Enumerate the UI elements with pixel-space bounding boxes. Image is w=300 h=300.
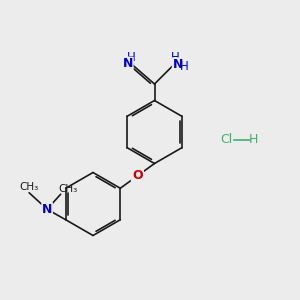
- Text: H: H: [180, 60, 189, 73]
- Text: CH₃: CH₃: [58, 184, 78, 194]
- Text: H: H: [127, 51, 136, 64]
- Text: CH₃: CH₃: [19, 182, 38, 192]
- Text: H: H: [170, 51, 179, 64]
- Text: Cl: Cl: [220, 133, 232, 146]
- Text: H: H: [249, 133, 258, 146]
- Text: N: N: [42, 203, 52, 216]
- Text: N: N: [172, 58, 183, 71]
- Text: N: N: [123, 57, 133, 70]
- Text: O: O: [132, 169, 143, 182]
